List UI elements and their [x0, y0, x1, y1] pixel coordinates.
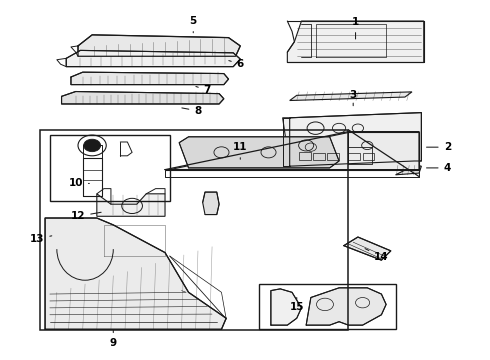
Text: 5: 5 [190, 16, 197, 33]
Polygon shape [344, 237, 391, 260]
Text: 6: 6 [229, 59, 244, 69]
Text: 10: 10 [69, 179, 89, 188]
Text: 14: 14 [365, 249, 389, 262]
Polygon shape [287, 21, 424, 63]
Text: 12: 12 [71, 211, 101, 221]
Text: 8: 8 [182, 106, 201, 116]
Polygon shape [271, 289, 301, 325]
Text: 11: 11 [233, 142, 247, 159]
Bar [40, 130, 348, 330]
Polygon shape [66, 50, 240, 67]
Bar [313, 153, 325, 160]
Bar [348, 153, 360, 160]
Bar [259, 284, 395, 329]
Polygon shape [78, 35, 240, 56]
Polygon shape [395, 166, 421, 175]
Polygon shape [165, 132, 419, 170]
Polygon shape [62, 91, 224, 104]
Text: 7: 7 [196, 85, 211, 95]
Bar [50, 135, 170, 201]
Text: 15: 15 [290, 297, 304, 312]
Text: 2: 2 [426, 142, 451, 152]
Text: 4: 4 [426, 163, 451, 173]
Bar [327, 153, 339, 160]
Bar [363, 153, 374, 160]
Polygon shape [203, 192, 219, 215]
Circle shape [84, 139, 100, 152]
Polygon shape [71, 72, 228, 85]
Text: 1: 1 [352, 17, 359, 39]
Polygon shape [283, 113, 421, 166]
Polygon shape [306, 288, 386, 325]
Polygon shape [97, 194, 165, 216]
Text: 3: 3 [349, 90, 357, 106]
Polygon shape [179, 137, 339, 168]
Polygon shape [45, 218, 226, 329]
Bar [299, 152, 311, 160]
Text: 9: 9 [110, 330, 117, 348]
Polygon shape [290, 92, 412, 100]
Text: 13: 13 [30, 234, 52, 244]
